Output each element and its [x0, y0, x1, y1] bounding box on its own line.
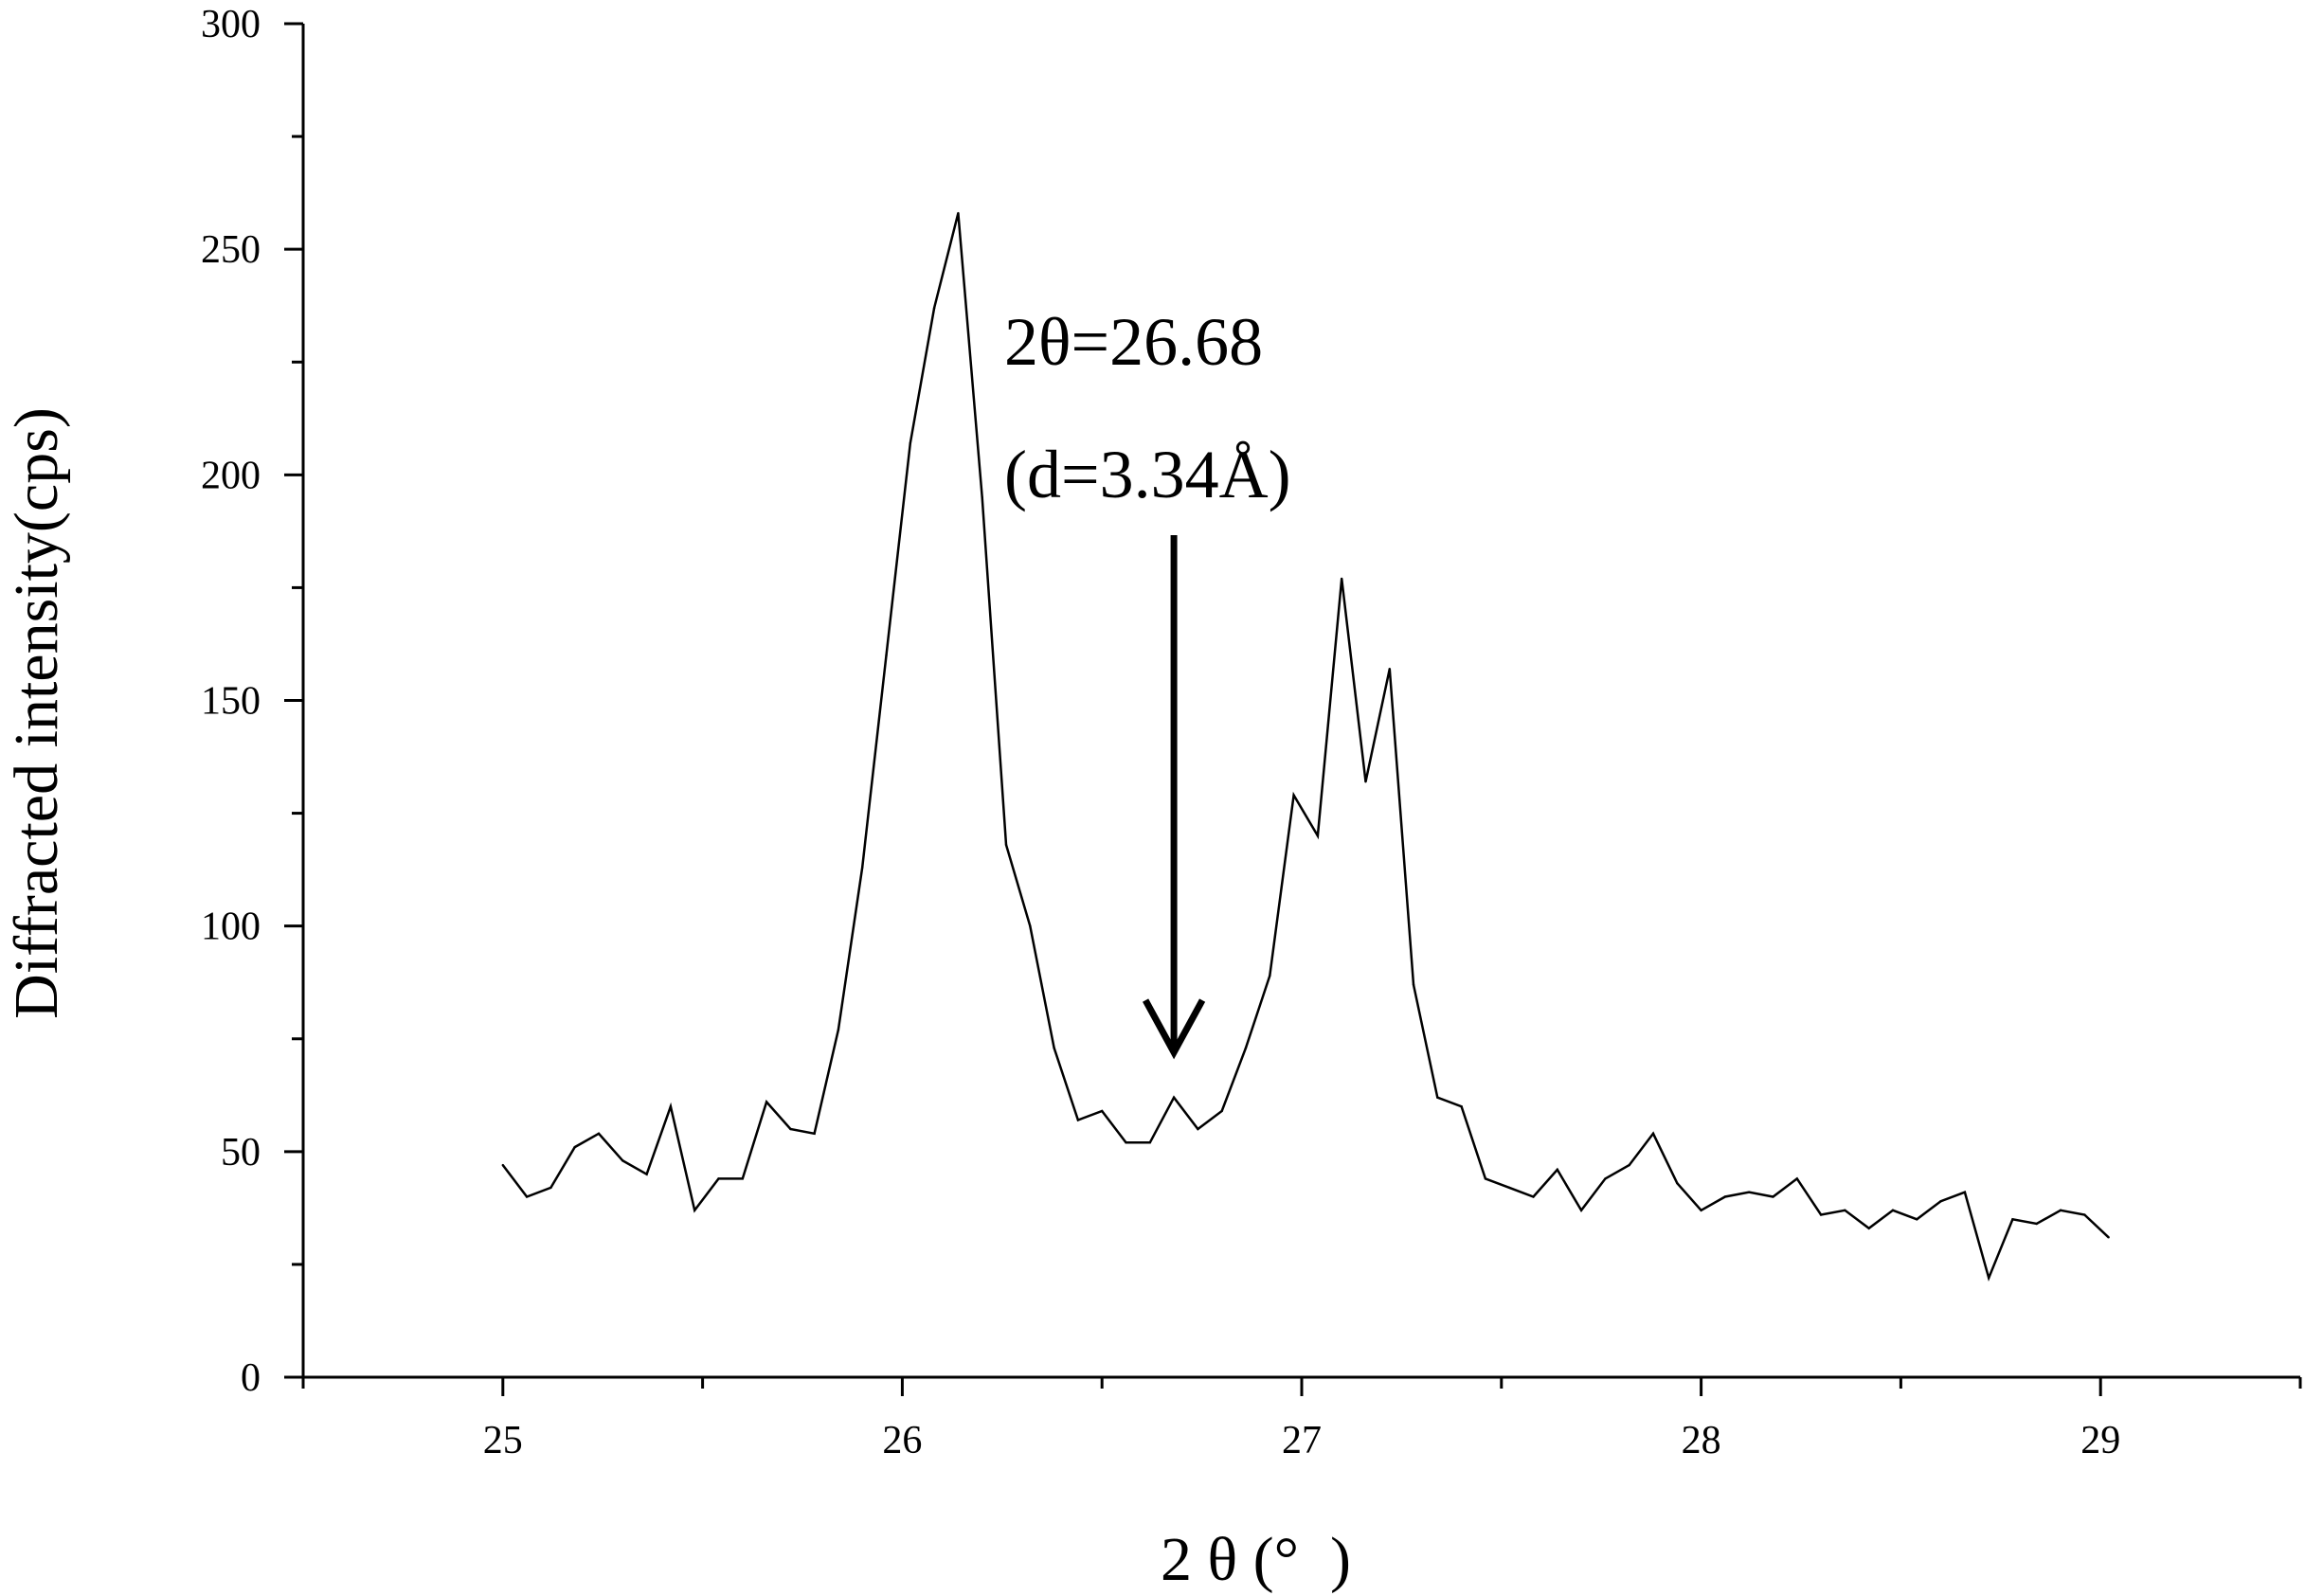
data-point [2107, 1236, 2110, 1239]
data-point [1292, 794, 1295, 797]
data-point [1269, 974, 1271, 977]
data-point [1987, 1277, 1990, 1280]
data-point [909, 441, 912, 445]
x-tick-label: 26 [882, 1419, 922, 1462]
data-point [1125, 1141, 1127, 1144]
data-point [1004, 843, 1008, 847]
data-point [1076, 1119, 1080, 1121]
data-point [2083, 1213, 2086, 1216]
annotation-label-spacing: (d=3.34Å) [1004, 437, 1291, 512]
y-tick-label: 0 [241, 1356, 261, 1400]
data-point [2011, 1218, 2014, 1221]
data-point [693, 1209, 696, 1211]
data-point [1029, 924, 1032, 927]
data-point [1604, 1177, 1607, 1180]
data-point [1101, 1109, 1104, 1113]
data-point [1939, 1200, 1942, 1203]
data-point [573, 1145, 576, 1149]
data-point [885, 654, 888, 657]
data-point [1364, 780, 1367, 783]
data-point [813, 1132, 816, 1135]
data-point [501, 1163, 504, 1167]
annotation: 2θ=26.68 (d=3.34Å) [1004, 304, 1291, 1060]
data-point [1460, 1105, 1463, 1108]
data-point [765, 1101, 768, 1103]
data-point [1148, 1141, 1151, 1144]
data-point [1316, 834, 1320, 837]
data-point [525, 1195, 529, 1198]
x-tick-label: 25 [483, 1419, 523, 1462]
data-point [1867, 1227, 1870, 1230]
data-point [1676, 1181, 1679, 1185]
y-axis-title: Diffracted intensity(cps) [2, 407, 71, 1019]
data-point [861, 866, 864, 869]
data-point [2035, 1222, 2038, 1226]
data-point [789, 1127, 792, 1131]
data-point [1916, 1218, 1918, 1221]
y-tick-label: 100 [201, 906, 261, 949]
data-point [1053, 1047, 1055, 1049]
data-point [1723, 1195, 1727, 1198]
data-point [1628, 1163, 1630, 1167]
data-point [1388, 667, 1391, 671]
y-tick-label: 300 [201, 3, 261, 46]
data-point [1579, 1209, 1583, 1211]
y-tick-label: 250 [201, 228, 261, 272]
data-point [837, 1029, 840, 1031]
x-tick-label: 27 [1282, 1419, 1322, 1462]
data-point [1436, 1096, 1439, 1099]
data-point [1197, 1127, 1199, 1131]
data-point [1772, 1195, 1774, 1198]
data-point [981, 495, 983, 499]
data-point [1556, 1168, 1559, 1172]
ticks: 0 50 100 150 200 250 300 25 26 27 28 29 [201, 3, 2302, 1462]
x-tick-label: 28 [1682, 1419, 1721, 1462]
data-point [1340, 577, 1343, 581]
arrow-head [1143, 998, 1206, 1060]
data-point [1172, 1096, 1176, 1099]
data-point [1844, 1209, 1846, 1211]
data-point [597, 1132, 601, 1135]
data-point [957, 211, 960, 215]
data-point [717, 1177, 720, 1180]
data-point [1484, 1177, 1487, 1180]
data-point [1819, 1213, 1823, 1216]
axes [301, 24, 2300, 1379]
x-tick-label: 29 [2080, 1419, 2120, 1462]
annotation-label-angle: 2θ=26.68 [1004, 304, 1263, 380]
data-point [2059, 1209, 2062, 1211]
data-point [1651, 1132, 1655, 1135]
data-point [1747, 1191, 1751, 1193]
series-line [501, 212, 2110, 1282]
data-point [1795, 1177, 1798, 1180]
data-point [621, 1159, 624, 1162]
data-point [1891, 1209, 1895, 1211]
data-point [741, 1177, 744, 1180]
data-point [1412, 983, 1415, 986]
data-point [1700, 1209, 1702, 1211]
data-point [1244, 1047, 1248, 1049]
data-point [932, 306, 936, 310]
data-point [549, 1186, 552, 1190]
data-point [1963, 1191, 1967, 1193]
y-tick-label: 200 [201, 454, 261, 497]
data-point [1508, 1186, 1511, 1190]
y-tick-label: 50 [221, 1131, 261, 1175]
x-axis-title: 2 θ (° ) [1161, 1525, 1351, 1594]
y-tick-label: 150 [201, 680, 261, 724]
data-point [645, 1173, 648, 1175]
series [501, 211, 2110, 1282]
data-point [669, 1105, 673, 1108]
data-point [1532, 1195, 1535, 1198]
data-point [1220, 1109, 1223, 1113]
